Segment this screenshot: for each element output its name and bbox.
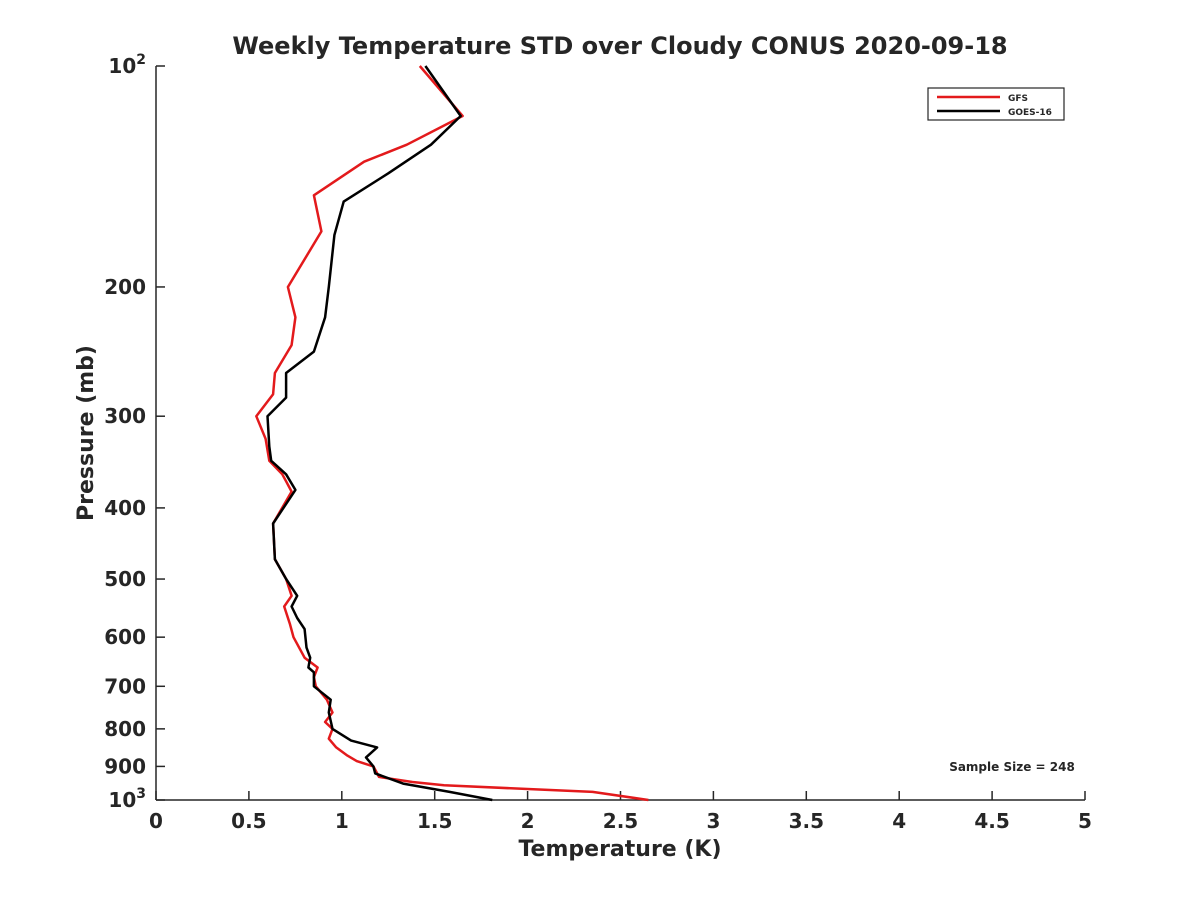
x-axis-ticks: 0 0.5 1 1.5 2 2.5 3 3.5 4 4.5 5 [149, 791, 1092, 833]
y-tick-label: 700 [104, 674, 146, 698]
y-axis-label: Pressure (mb) [74, 345, 99, 521]
y-tick-label: 500 [104, 567, 146, 591]
x-tick-label: 4 [892, 809, 906, 833]
x-tick-label: 1 [335, 809, 349, 833]
x-tick-label: 0 [149, 809, 163, 833]
plot-area: 0 0.5 1 1.5 2 2.5 3 3.5 4 4.5 5 1 0 2 200 300 400 500 600… [104, 52, 1092, 833]
sample-size-annotation: Sample Size = 248 [949, 760, 1075, 774]
legend: GFS GOES-16 [927, 87, 1065, 121]
legend-label: GOES-16 [1008, 108, 1052, 118]
y-tick-label: 300 [104, 404, 146, 428]
chart-title: Weekly Temperature STD over Cloudy CONUS… [232, 32, 1007, 60]
x-tick-label: 5 [1078, 809, 1092, 833]
y-tick-label: 200 [104, 275, 146, 299]
series-layer [255, 65, 649, 802]
x-tick-label: 2.5 [603, 809, 638, 833]
y-tick-label: 800 [104, 717, 146, 741]
series-line-gfs [255, 65, 649, 802]
y-tick-label: 400 [104, 496, 146, 520]
x-axis-label: Temperature (K) [518, 837, 721, 862]
x-tick-label: 4.5 [974, 809, 1009, 833]
x-tick-label: 3.5 [789, 809, 824, 833]
y-tick-label: 900 [104, 754, 146, 778]
series-line-goes-16 [266, 65, 493, 802]
x-tick-label: 1.5 [417, 809, 452, 833]
y-tick-label: 600 [104, 625, 146, 649]
x-tick-label: 0.5 [231, 809, 266, 833]
x-tick-label: 3 [706, 809, 720, 833]
legend-label: GFS [1008, 94, 1028, 104]
x-tick-label: 2 [521, 809, 535, 833]
legend-box [927, 87, 1065, 121]
